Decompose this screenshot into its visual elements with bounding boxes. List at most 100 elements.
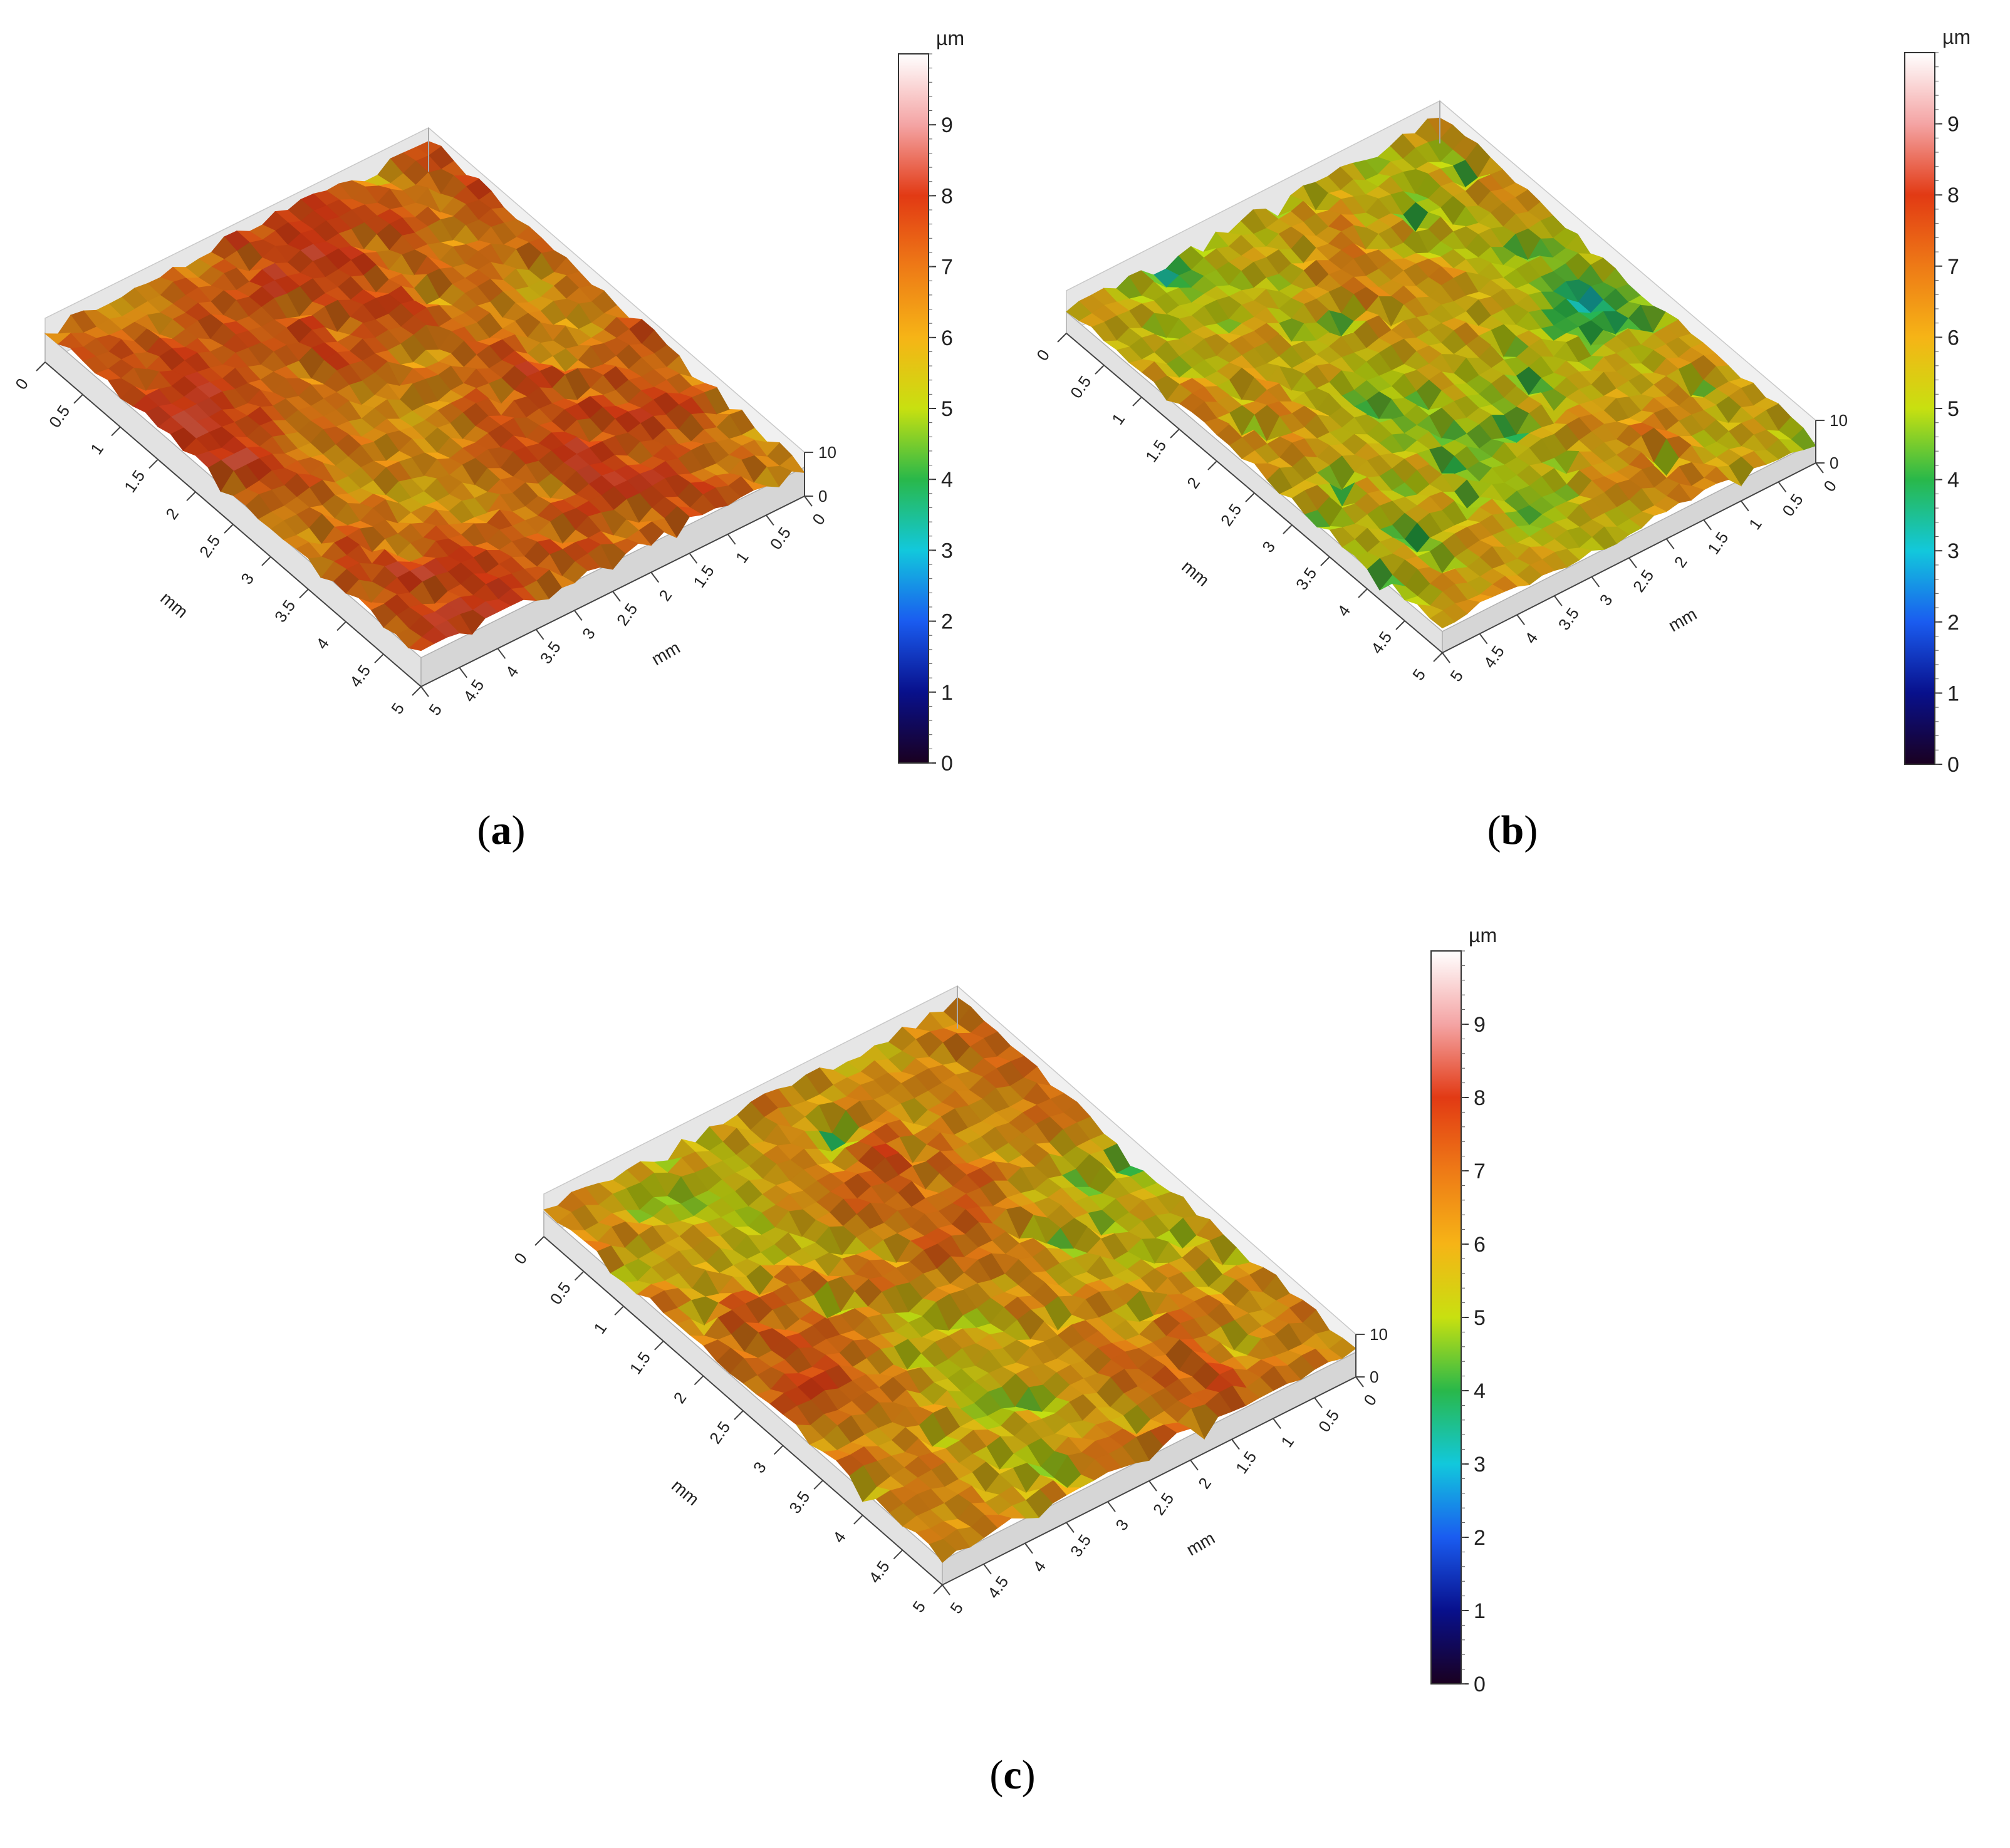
y-tick-mark [612, 591, 621, 602]
colorbar-tick-label: 3 [941, 539, 953, 563]
y-tick-mark [1066, 1522, 1075, 1533]
y-tick-label: 1 [1745, 515, 1766, 533]
colorbar-tick-label: 1 [1474, 1599, 1486, 1623]
x-tick-label: 3 [237, 569, 258, 588]
colorbar-tick-label: 7 [941, 256, 953, 279]
x-tick-label: 1 [86, 440, 107, 458]
colorbar-tick-label: 4 [941, 468, 953, 492]
colorbar: 0 1 2 3 4 5 6 7 8 9 µm [1430, 924, 1497, 1696]
x-tick-label: 3 [1258, 537, 1279, 556]
x-tick-label: 0 [510, 1249, 531, 1267]
panel-b-surface-plot: 0 0.5 1 1.5 2 2.5 3 3.5 4 4.5 5 mm 0 0.5 1 1.5 2 2.5 3 3.5 4… [1033, 26, 1971, 853]
y-tick-mark [535, 629, 544, 640]
z-tick-label: 0 [1830, 454, 1838, 472]
y-tick-label: 2.5 [1629, 566, 1657, 596]
x-tick-label: 5 [387, 699, 408, 717]
colorbar-tick-label: 2 [1947, 611, 1959, 635]
y-tick-mark [1442, 652, 1450, 663]
colorbar-tick-label: 4 [1474, 1379, 1486, 1403]
colorbar-rect [1904, 52, 1935, 765]
x-tick-label: 2.5 [706, 1418, 734, 1447]
caption-paren: ) [512, 807, 526, 853]
colorbar-tick-label: 9 [941, 113, 953, 137]
z-tick-label: 10 [1830, 411, 1848, 430]
x-axis-label: mm [157, 588, 192, 622]
y-tick-label: 0.5 [1315, 1406, 1343, 1436]
x-tick-label: 2.5 [1217, 500, 1245, 529]
x-tick-mark [734, 1410, 744, 1420]
x-tick-mark [1283, 524, 1293, 534]
x-tick-mark [1207, 460, 1217, 470]
colorbar-tick-label: 5 [1947, 397, 1959, 421]
colorbar-tick-label: 9 [1474, 1013, 1486, 1037]
x-tick-mark [261, 556, 271, 566]
x-tick-mark [853, 1515, 863, 1525]
colorbar-tick-label: 8 [941, 184, 953, 208]
y-tick-label: 3.5 [1554, 605, 1583, 634]
x-tick-label: 3.5 [785, 1488, 813, 1517]
x-tick-label: 2 [670, 1389, 690, 1407]
x-tick-label: 3.5 [1292, 564, 1320, 593]
y-tick-label: 0 [808, 510, 829, 528]
colorbar-unit-label: µm [1469, 924, 1497, 947]
y-tick-label: 1.5 [689, 562, 717, 591]
x-tick-mark [574, 1270, 585, 1281]
y-tick-mark [1665, 538, 1675, 549]
y-tick-label: 4 [1521, 629, 1541, 647]
y-tick-label: 2 [1670, 553, 1691, 571]
x-tick-mark [1095, 365, 1105, 375]
x-tick-mark [694, 1375, 704, 1386]
surface-mesh [1066, 117, 1816, 629]
x-tick-mark [36, 361, 46, 371]
y-tick-label: 1 [732, 548, 752, 566]
x-tick-label: 3 [749, 1458, 770, 1477]
x-tick-mark [1433, 652, 1443, 662]
panel-a-surface-plot: 0 0.5 1 1.5 2 2.5 3 3.5 4 4.5 5 mm 0 0.5 1 1.5 2 2.5 3 3.5 4… [11, 27, 964, 853]
colorbar-tick-label: 7 [1474, 1160, 1486, 1183]
y-tick-label: 3 [1596, 591, 1617, 609]
x-tick-label: 0 [1033, 346, 1053, 364]
y-tick-mark [1273, 1418, 1281, 1429]
z-tick-label: 10 [1370, 1325, 1388, 1344]
y-tick-mark [1314, 1397, 1323, 1408]
y-tick-mark [1355, 1376, 1364, 1388]
y-tick-label: 2 [655, 586, 675, 605]
panel-caption: (c) [989, 1752, 1035, 1798]
y-tick-mark [1628, 557, 1637, 569]
x-tick-label: 3.5 [271, 596, 299, 626]
y-tick-label: 3.5 [1066, 1531, 1095, 1560]
y-tick-mark [1107, 1501, 1116, 1512]
surface-cell [1066, 301, 1092, 321]
x-tick-label: 2 [1183, 474, 1204, 492]
colorbar-rect [1430, 950, 1462, 1684]
y-tick-mark [1554, 595, 1563, 606]
surface-cell [543, 1205, 571, 1223]
x-tick-mark [374, 653, 384, 663]
y-tick-label: 0.5 [766, 524, 794, 553]
y-tick-mark [1703, 519, 1712, 531]
x-tick-mark [73, 394, 83, 404]
y-tick-mark [766, 514, 774, 526]
y-tick-mark [1231, 1439, 1240, 1450]
y-tick-label: 5 [1446, 667, 1467, 685]
y-tick-label: 4.5 [984, 1572, 1012, 1602]
x-tick-label: 5 [909, 1597, 929, 1616]
colorbar-tick-label: 5 [1474, 1306, 1486, 1330]
x-tick-label: 2.5 [195, 531, 224, 561]
x-tick-mark [1395, 620, 1405, 630]
y-tick-label: 1.5 [1704, 528, 1732, 558]
caption-paren: ( [1487, 807, 1501, 853]
x-axis-label: mm [668, 1476, 703, 1510]
colorbar-tick-label: 4 [1947, 469, 1959, 492]
x-tick-mark [299, 588, 309, 599]
x-tick-mark [773, 1445, 784, 1455]
y-tick-mark [942, 1584, 950, 1596]
y-tick-mark [727, 534, 736, 545]
surface-cell [44, 332, 71, 345]
x-tick-label: 1 [1108, 410, 1128, 428]
y-tick-label: 4.5 [459, 676, 487, 705]
x-tick-label: 1.5 [626, 1348, 654, 1378]
y-tick-mark [497, 648, 506, 659]
x-tick-label: 4.5 [1367, 628, 1395, 657]
colorbar: 0 1 2 3 4 5 6 7 8 9 µm [898, 27, 964, 776]
